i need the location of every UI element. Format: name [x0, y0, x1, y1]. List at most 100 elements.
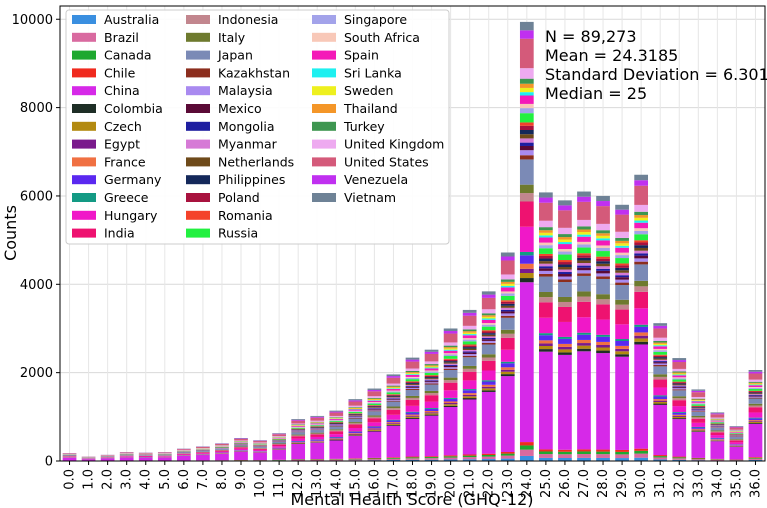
bar-stack-29.0 [615, 204, 629, 461]
bar-segment [615, 345, 629, 349]
bar-segment [558, 237, 572, 240]
bar-segment [443, 345, 458, 348]
legend-label: Indonesia [218, 12, 278, 27]
bar-stack-31.0 [653, 323, 668, 461]
legend-swatch [72, 50, 96, 60]
bar-segment [500, 283, 515, 286]
bar-segment [691, 410, 706, 412]
legend-swatch [186, 50, 210, 60]
bar-segment [653, 343, 668, 346]
bar-segment [748, 384, 763, 386]
stats-mean: Mean = 24.3185 [545, 46, 678, 65]
bar-segment [310, 436, 325, 440]
bar-segment [748, 370, 763, 372]
bar-segment [691, 390, 706, 393]
bar-segment [558, 200, 572, 206]
bar-segment [100, 458, 115, 461]
bar-segment [672, 388, 687, 390]
bar-segment [596, 304, 610, 320]
bar-segment [577, 351, 591, 450]
bar-segment [443, 333, 458, 343]
bar-segment [462, 455, 477, 458]
bar-segment [500, 293, 515, 296]
bar-segment [558, 239, 572, 243]
bar-segment [596, 457, 610, 461]
bar-stack-36.0 [748, 370, 763, 461]
bar-segment [443, 364, 458, 366]
bar-segment [596, 353, 610, 450]
bar-segment [519, 184, 534, 194]
bar-segment [462, 334, 477, 336]
bar-segment [405, 361, 420, 369]
bar-segment [519, 78, 534, 84]
bar-segment [691, 405, 706, 407]
bar-segment [443, 359, 458, 362]
bar-stack-33.0 [691, 389, 706, 461]
bar-segment [367, 388, 382, 390]
bar-segment [157, 457, 172, 461]
bar-segment [386, 414, 401, 420]
bar-segment [443, 348, 458, 350]
bar-segment [386, 406, 401, 409]
legend-item: France [72, 154, 146, 169]
bar-segment [577, 253, 591, 256]
bar-segment [405, 417, 420, 419]
bar-segment [672, 414, 687, 416]
bar-segment [558, 242, 572, 245]
x-tick-label: 35.0 [729, 469, 744, 498]
bar-segment [348, 411, 363, 413]
bar-segment [653, 403, 668, 405]
bar-segment [405, 357, 420, 360]
bar-segment [519, 201, 534, 227]
bar-segment [596, 256, 610, 259]
bar-segment [634, 338, 649, 342]
bar-segment [386, 394, 401, 395]
bar-segment [310, 441, 325, 443]
bar-segment [481, 316, 496, 319]
legend-swatch [72, 68, 96, 78]
legend-item: Egypt [72, 137, 140, 152]
bar-segment [348, 416, 363, 418]
bar-segment [634, 242, 649, 246]
bar-segment [539, 343, 553, 347]
legend-swatch [186, 210, 210, 220]
bar-segment [596, 273, 610, 277]
bar-segment [672, 368, 687, 372]
legend-swatch [312, 157, 336, 167]
bar-segment [462, 355, 477, 358]
bar-segment [386, 377, 401, 384]
bar-segment [519, 125, 534, 130]
bar-segment [443, 405, 458, 408]
bar-segment [634, 453, 649, 458]
bar-segment [386, 458, 401, 461]
bar-segment [443, 362, 458, 364]
bar-segment [653, 365, 668, 367]
bar-segment [462, 348, 477, 351]
bar-segment [215, 450, 229, 452]
x-axis-label: Mental Health Score (GHQ-12) [290, 490, 533, 508]
bar-segment [634, 457, 649, 461]
bar-segment [653, 346, 668, 349]
bar-segment [443, 367, 458, 369]
bar-segment [367, 457, 382, 459]
bar-segment [386, 396, 401, 398]
bar-segment [291, 419, 306, 421]
bar-segment [577, 260, 591, 264]
bar-segment [386, 391, 401, 393]
bar-segment [577, 301, 591, 318]
bar-segment [253, 441, 267, 443]
bar-segment [424, 381, 439, 383]
legend-swatch [186, 104, 210, 113]
bar-segment [443, 349, 458, 351]
bar-segment [405, 458, 420, 460]
bar-segment [367, 410, 382, 412]
bar-segment [539, 297, 553, 303]
bar-segment [672, 378, 687, 380]
bar-segment [310, 429, 325, 430]
bar-segment [596, 230, 610, 234]
legend-item: Netherlands [186, 154, 294, 169]
bar-segment [672, 406, 687, 413]
bar-segment [691, 396, 706, 399]
bar-segment [348, 407, 363, 408]
bar-segment [424, 368, 439, 371]
